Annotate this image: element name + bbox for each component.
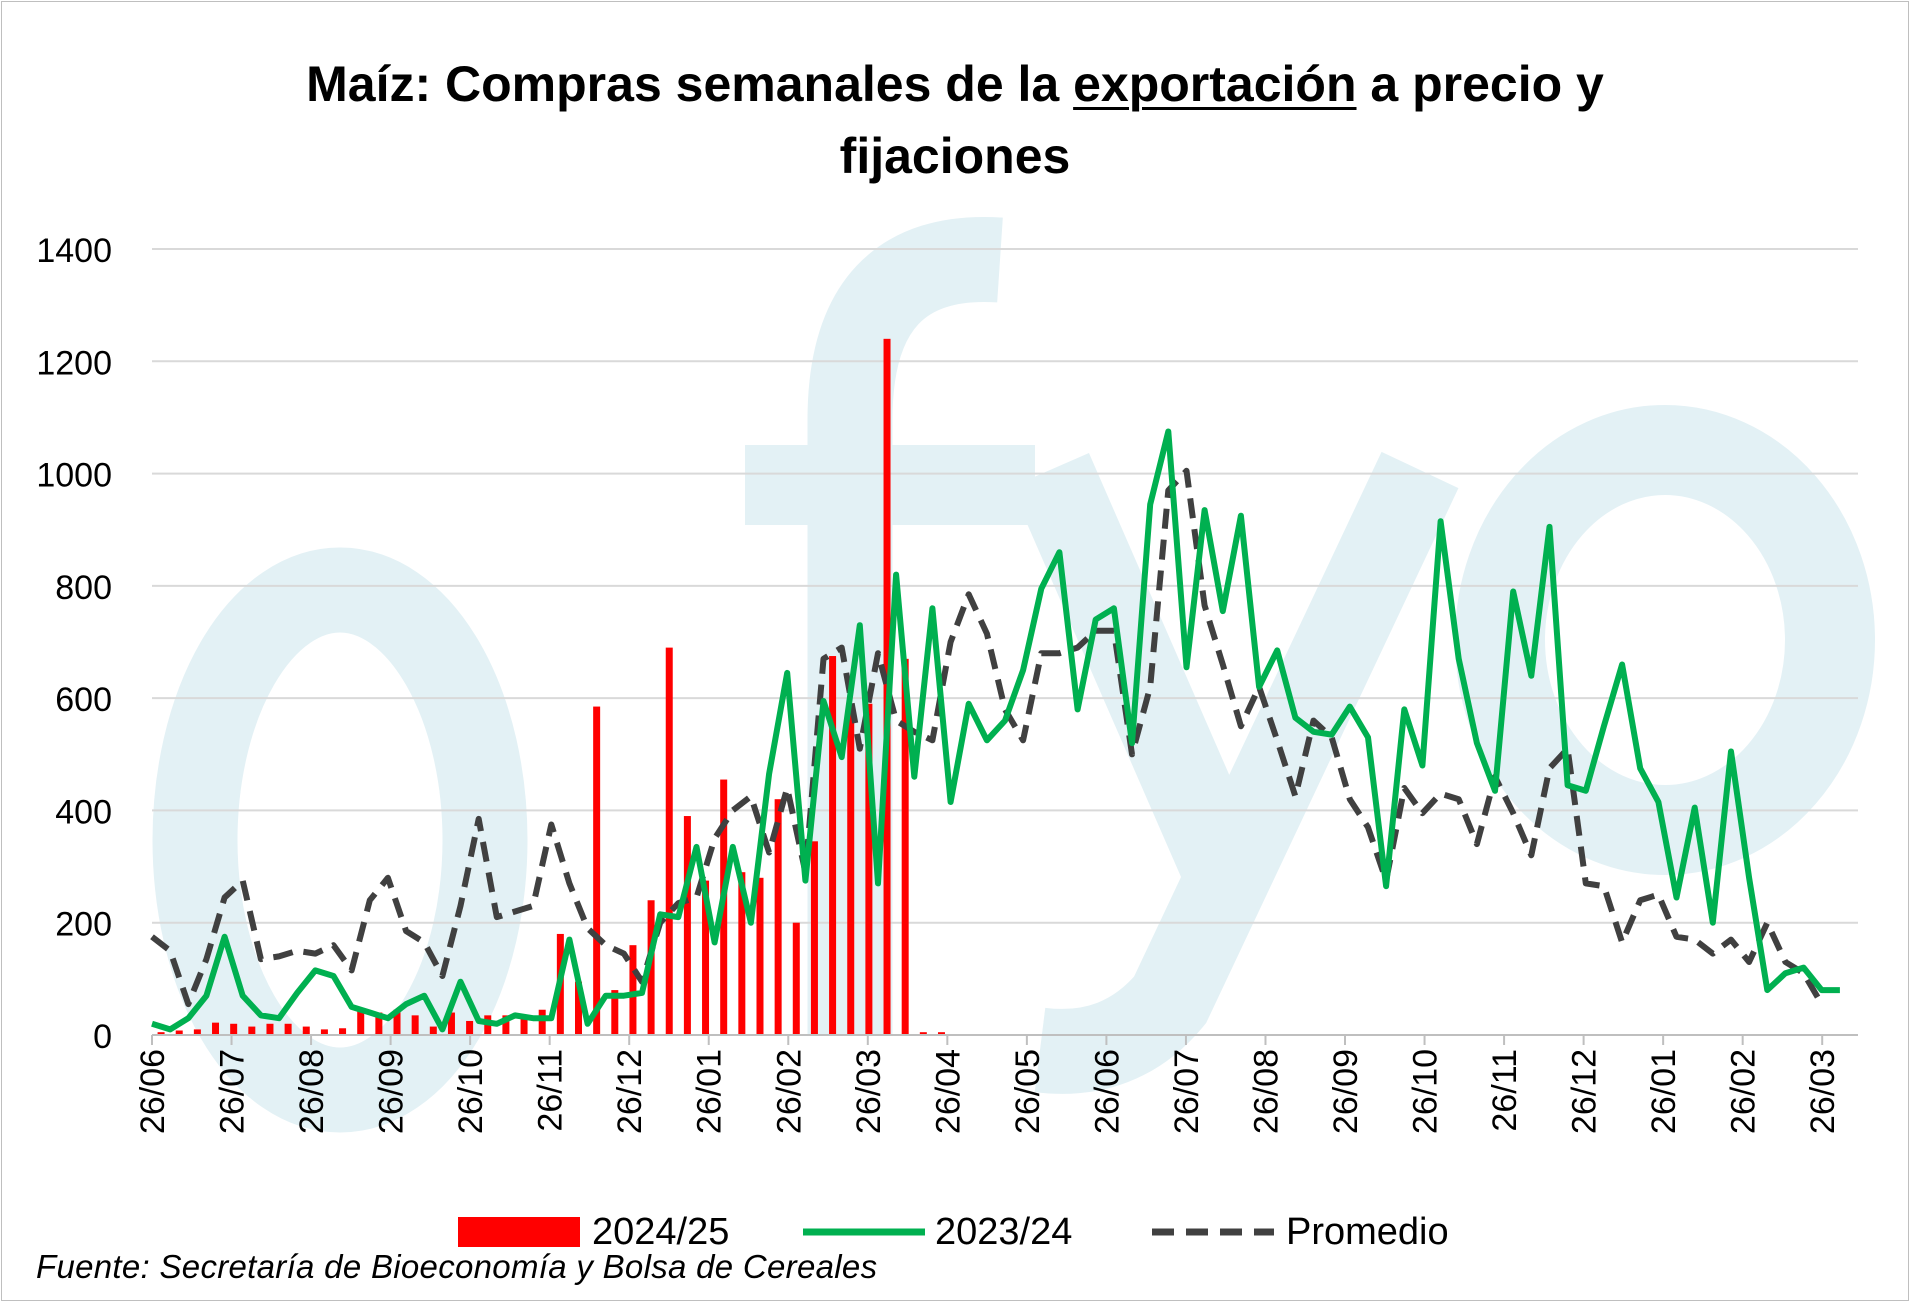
y-axis: 0 200 400 600 800 1000 1200 1400 [36, 232, 112, 1056]
y-tick-label: 400 [55, 793, 112, 831]
bar [792, 922, 800, 1035]
bar [466, 1020, 474, 1035]
y-tick-label: 600 [55, 681, 112, 719]
x-tick-label: 26/06 [134, 1049, 172, 1134]
watermark-logo [152, 216, 1875, 1133]
x-tick-label: 26/09 [373, 1049, 411, 1134]
bar [193, 1029, 201, 1035]
legend-label-2024-25: 2024/25 [592, 1210, 730, 1253]
legend-label-2023-24: 2023/24 [935, 1210, 1073, 1253]
bar [665, 647, 673, 1035]
x-tick-label: 26/12 [611, 1049, 649, 1134]
y-tick-label: 1000 [36, 457, 112, 495]
bar [284, 1023, 292, 1035]
x-tick-label: 26/03 [850, 1049, 888, 1134]
bar [683, 816, 691, 1035]
y-tick-label: 0 [93, 1018, 112, 1056]
line-2023-24 [151, 428, 1840, 1033]
x-tick-label: 26/01 [1645, 1049, 1683, 1134]
watermark-f-stem [807, 216, 1003, 1035]
x-tick-label: 26/02 [1725, 1049, 1763, 1134]
x-tick-label: 26/05 [1009, 1049, 1047, 1134]
x-tick-label: 26/11 [1486, 1049, 1524, 1132]
bar [157, 1032, 165, 1035]
legend-bar-rect [458, 1217, 580, 1247]
bar [647, 900, 655, 1035]
chart-title: Maíz: Compras semanales de la exportació… [0, 48, 1910, 192]
x-tick-label: 26/08 [293, 1049, 331, 1134]
y-tick-label: 800 [55, 569, 112, 607]
title-underlined-word: exportación [1073, 56, 1357, 112]
bar [738, 872, 746, 1035]
bar [393, 1009, 401, 1035]
bar [230, 1023, 238, 1035]
bar [538, 1009, 546, 1035]
bar [212, 1022, 220, 1035]
bar [865, 703, 873, 1035]
bar [320, 1029, 328, 1035]
bar [611, 990, 619, 1035]
bar [266, 1023, 274, 1035]
bar [575, 981, 582, 1035]
bar [937, 1032, 945, 1035]
legend-item-2023-24: 2023/24 [803, 1208, 1072, 1256]
legend-swatch-bar [458, 1217, 580, 1247]
source-note: Fuente: Secretaría de Bioeconomía y Bols… [36, 1248, 878, 1285]
bar [375, 1012, 383, 1035]
watermark-o [152, 547, 528, 1133]
bar [520, 1018, 528, 1035]
x-tick-label: 26/07 [214, 1049, 252, 1134]
title-part-1: Maíz: Compras semanales de la [306, 56, 1074, 112]
x-tick-label: 26/02 [770, 1049, 808, 1134]
x-tick-label: 26/11 [532, 1049, 570, 1132]
bar [175, 1030, 183, 1035]
x-tick-label: 26/10 [452, 1049, 490, 1134]
bar [629, 945, 637, 1035]
legend-swatch-dashed-line [1152, 1228, 1274, 1236]
bar [429, 1026, 437, 1035]
legend-item-2024-25: 2024/25 [458, 1208, 729, 1256]
x-axis: 26/06 26/07 26/08 26/09 26/10 26/11 26/12 26/01… [134, 1034, 1858, 1134]
x-tick-label: 26/03 [1804, 1049, 1842, 1134]
bar [774, 799, 782, 1035]
title-part-3: a precio y [1356, 56, 1604, 112]
line-promedio [150, 467, 1825, 1008]
x-tick-label: 26/12 [1566, 1049, 1604, 1134]
x-tick-label: 26/06 [1088, 1049, 1126, 1134]
legend-label-promedio: Promedio [1286, 1210, 1449, 1253]
watermark-o2 [1455, 405, 1875, 875]
x-tick-label: 26/10 [1407, 1049, 1445, 1134]
x-tick-label: 26/08 [1247, 1049, 1285, 1134]
y-tick-label: 1200 [36, 344, 112, 382]
bar [447, 1012, 455, 1035]
legend-item-promedio: Promedio [1152, 1208, 1449, 1256]
bar [302, 1026, 310, 1035]
bar [756, 877, 764, 1035]
bar [357, 1009, 365, 1035]
bar [248, 1026, 256, 1035]
bar [901, 658, 909, 1035]
bar [810, 841, 818, 1035]
x-tick-label: 26/07 [1168, 1049, 1206, 1134]
legend-swatch-green-line [803, 1228, 925, 1236]
bar [502, 1015, 510, 1035]
x-tick-label: 26/01 [691, 1049, 729, 1134]
bar [411, 1015, 419, 1035]
bar [593, 706, 601, 1035]
y-tick-label: 1400 [36, 232, 112, 270]
bar [702, 880, 710, 1035]
bar [847, 703, 855, 1035]
line-series [150, 428, 1840, 1033]
bar [829, 656, 837, 1035]
bar [919, 1032, 927, 1035]
bar [339, 1028, 347, 1035]
title-line-2: fijaciones [839, 128, 1071, 184]
y-tick-label: 200 [55, 906, 112, 944]
x-tick-label: 26/04 [929, 1049, 967, 1134]
x-tick-label: 26/09 [1327, 1049, 1365, 1134]
